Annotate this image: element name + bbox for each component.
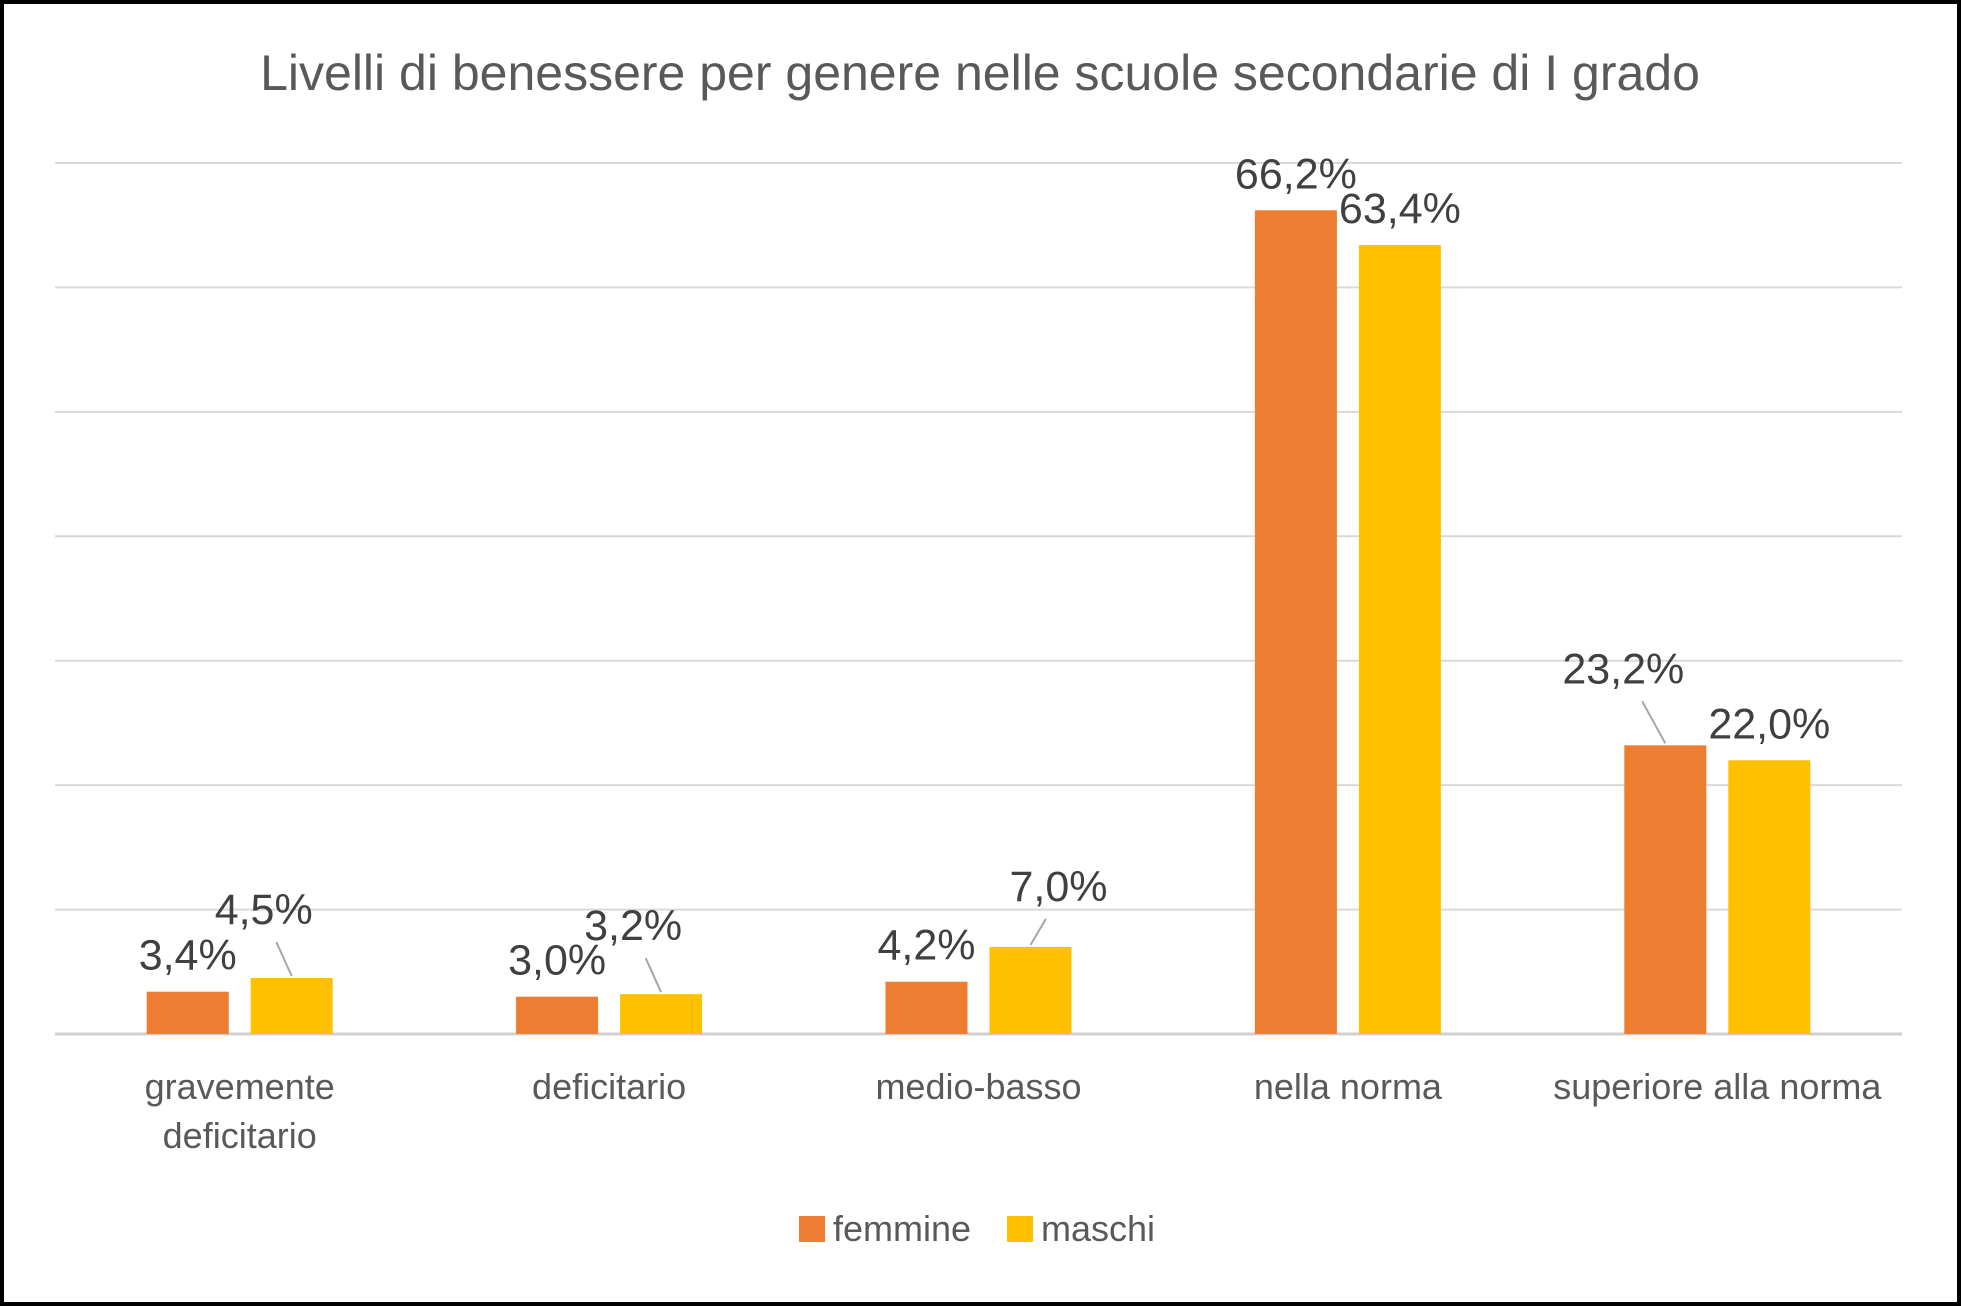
category-label-2: medio-basso (875, 1066, 1081, 1107)
legend-label-maschi: maschi (1041, 1208, 1155, 1249)
bar-maschi-4 (1728, 760, 1811, 1034)
bar-femmine-2 (885, 981, 968, 1034)
data-label-maschi-4: 22,0% (1708, 700, 1830, 748)
category-label-4: superiore alla norma (1553, 1066, 1882, 1107)
bar-maschi-0 (250, 978, 333, 1034)
bar-femmine-4 (1624, 745, 1707, 1034)
data-label-femmine-3: 66,2% (1235, 150, 1357, 198)
data-label-femmine-4: 23,2% (1562, 645, 1684, 693)
bar-maschi-3 (1358, 245, 1441, 1034)
legend-label-femmine: femmine (833, 1208, 971, 1249)
bar-maschi-1 (620, 994, 703, 1034)
bar-femmine-0 (146, 991, 229, 1034)
data-labels: 3,4%4,5% 3,0%3,2% 4,2% 7,0% 66,2%63,4% 23,2% 2… (139, 150, 1830, 993)
bars (146, 210, 1811, 1035)
data-label-maschi-1: 3,2% (584, 902, 682, 950)
leader-line (1029, 918, 1047, 946)
data-label-maschi-2: 7,0% (1009, 863, 1107, 911)
data-label-femmine-1: 3,0% (508, 937, 606, 985)
category-label-1: deficitario (532, 1066, 686, 1107)
data-label-femmine-0: 3,4% (139, 932, 237, 980)
chart-title: Livelli di benessere per genere nelle sc… (260, 45, 1700, 101)
bar-femmine-3 (1254, 210, 1337, 1035)
category-label-0: gravemente deficitario (145, 1066, 335, 1156)
data-label-femmine-2: 4,2% (877, 922, 975, 970)
legend-swatch-femmine (799, 1216, 825, 1242)
data-label-maschi-3: 63,4% (1339, 185, 1461, 233)
bar-maschi-2 (989, 946, 1072, 1034)
category-label-3: nella norma (1254, 1066, 1443, 1107)
legend: femmine maschi (799, 1208, 1155, 1249)
category-axis: gravemente deficitario deficitario medio-ba… (145, 1066, 1883, 1156)
leader-line (644, 957, 663, 993)
leader-line (275, 941, 293, 977)
data-label-maschi-0: 4,5% (215, 886, 313, 934)
legend-swatch-maschi (1007, 1216, 1033, 1242)
bar-femmine-1 (516, 996, 599, 1034)
leader-line (1641, 700, 1667, 744)
gridlines (55, 162, 1902, 1036)
